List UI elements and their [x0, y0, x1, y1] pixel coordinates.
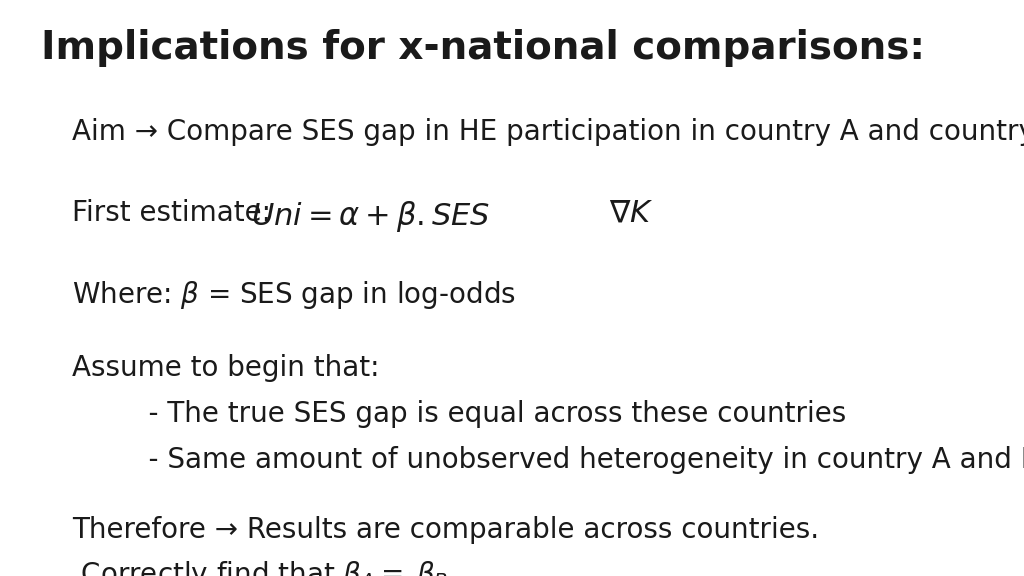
Text: Correctly find that $\beta_A =\;\beta_B$: Correctly find that $\beta_A =\;\beta_B$ — [72, 559, 447, 576]
Text: Where: $\beta$ = SES gap in log-odds: Where: $\beta$ = SES gap in log-odds — [72, 279, 515, 312]
Text: Assume to begin that:: Assume to begin that: — [72, 354, 379, 382]
Text: Therefore → Results are comparable across countries.: Therefore → Results are comparable acros… — [72, 516, 819, 544]
Text: $\mathit{Uni} = \alpha + \beta.\mathit{SES}$: $\mathit{Uni} = \alpha + \beta.\mathit{S… — [251, 199, 490, 234]
Text: Aim → Compare SES gap in HE participation in country A and country B: Aim → Compare SES gap in HE participatio… — [72, 118, 1024, 146]
Text: First estimate:: First estimate: — [72, 199, 270, 227]
Text: $\nabla K$: $\nabla K$ — [609, 199, 653, 228]
Text: - The true SES gap is equal across these countries: - The true SES gap is equal across these… — [113, 400, 846, 429]
Text: - Same amount of unobserved heterogeneity in country A and B: - Same amount of unobserved heterogeneit… — [113, 446, 1024, 475]
Text: Implications for x-national comparisons:: Implications for x-national comparisons: — [41, 29, 938, 67]
